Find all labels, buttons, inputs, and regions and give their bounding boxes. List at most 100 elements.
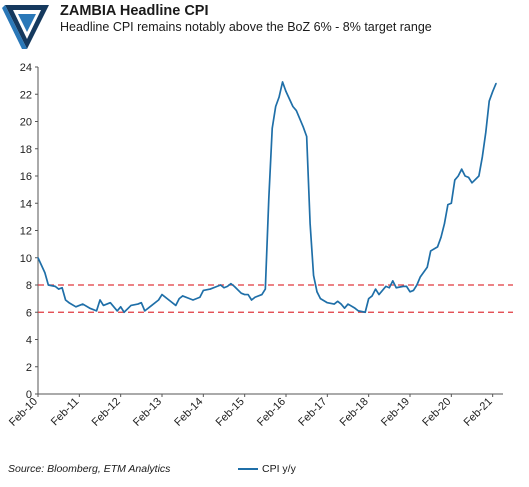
- data-point: [188, 298, 191, 300]
- data-point: [271, 127, 273, 129]
- legend-swatch: [238, 468, 258, 470]
- data-point: [233, 285, 235, 287]
- data-point: [47, 284, 49, 286]
- data-point: [219, 284, 222, 286]
- data-point: [202, 289, 204, 292]
- data-point: [471, 182, 473, 184]
- data-point: [395, 287, 397, 289]
- data-point: [464, 175, 466, 177]
- data-point: [102, 304, 105, 307]
- data-point: [326, 302, 328, 304]
- x-tick-label: Feb-17: [296, 396, 329, 429]
- data-point: [426, 266, 428, 268]
- data-point: [216, 285, 218, 287]
- data-point: [306, 135, 308, 138]
- data-point: [140, 302, 142, 304]
- y-tick-label: 10: [20, 253, 32, 265]
- data-point: [116, 310, 118, 312]
- y-tick-label: 16: [20, 171, 32, 183]
- x-tick-label: Feb-20: [420, 396, 453, 429]
- data-point: [374, 288, 377, 290]
- data-point: [199, 296, 201, 298]
- data-point: [440, 236, 442, 238]
- data-point: [447, 204, 449, 206]
- data-point: [333, 303, 335, 305]
- data-point: [230, 283, 232, 285]
- data-point: [419, 276, 421, 278]
- data-point: [240, 292, 242, 294]
- data-point: [412, 289, 415, 292]
- data-point: [99, 299, 101, 301]
- data-point: [378, 293, 380, 296]
- data-point: [37, 257, 39, 259]
- data-point: [416, 284, 418, 286]
- data-point: [157, 299, 160, 301]
- y-tick-label: 0: [26, 389, 32, 401]
- data-point: [95, 310, 98, 312]
- data-point: [340, 303, 342, 305]
- data-point: [161, 293, 163, 296]
- data-point: [89, 307, 91, 309]
- y-tick-label: 6: [26, 307, 32, 319]
- data-point: [481, 156, 483, 158]
- data-point: [123, 311, 125, 313]
- data-point: [130, 304, 132, 307]
- y-tick-label: 4: [26, 335, 32, 347]
- data-point: [450, 202, 452, 204]
- data-point: [223, 287, 225, 289]
- x-tick-label: Feb-19: [379, 396, 412, 429]
- data-point: [478, 175, 480, 177]
- data-point: [405, 285, 408, 287]
- data-point: [268, 198, 270, 200]
- data-point: [144, 310, 146, 312]
- y-tick-label: 2: [26, 362, 32, 374]
- data-point: [275, 105, 277, 108]
- data-point: [54, 285, 56, 287]
- data-point: [347, 303, 349, 305]
- y-tick-label: 14: [20, 198, 32, 210]
- data-point: [137, 303, 139, 305]
- data-point: [61, 287, 63, 289]
- data-point: [443, 223, 446, 225]
- chart-legend: CPI y/y: [238, 463, 296, 475]
- y-tick-label: 24: [20, 62, 32, 74]
- data-point: [454, 179, 456, 181]
- x-tick-label: Feb-10: [7, 396, 40, 429]
- x-tick-label: Feb-16: [255, 396, 288, 429]
- x-tick-label: Feb-12: [90, 396, 123, 429]
- data-point: [385, 285, 387, 287]
- x-tick-label: Feb-11: [49, 396, 82, 429]
- data-point: [264, 288, 266, 290]
- data-point: [44, 272, 46, 274]
- data-point: [343, 307, 346, 309]
- data-point: [312, 274, 315, 277]
- x-tick-label: Feb-14: [172, 396, 205, 429]
- x-tick-label: Feb-18: [338, 396, 371, 429]
- data-point: [354, 307, 356, 309]
- data-point: [337, 300, 339, 302]
- y-tick-label: 20: [20, 117, 32, 129]
- data-point: [120, 306, 122, 308]
- data-point: [402, 285, 404, 287]
- data-point: [316, 291, 318, 293]
- legend-label: CPI y/y: [262, 463, 296, 475]
- data-point: [392, 280, 394, 282]
- data-point: [226, 285, 229, 287]
- data-point: [371, 295, 373, 297]
- data-point: [182, 295, 184, 297]
- data-point: [409, 291, 411, 293]
- y-tick-label: 8: [26, 280, 32, 292]
- y-tick-label: 22: [20, 89, 32, 101]
- data-point: [58, 288, 60, 290]
- data-point: [151, 304, 153, 307]
- data-point: [75, 306, 77, 308]
- data-point: [82, 303, 84, 305]
- chart-subtitle: Headline CPI remains notably above the B…: [60, 20, 432, 34]
- data-point: [68, 302, 70, 304]
- data-point: [250, 299, 253, 301]
- data-point: [261, 293, 263, 296]
- data-point: [209, 288, 211, 290]
- data-point: [319, 298, 322, 300]
- data-point: [467, 176, 470, 178]
